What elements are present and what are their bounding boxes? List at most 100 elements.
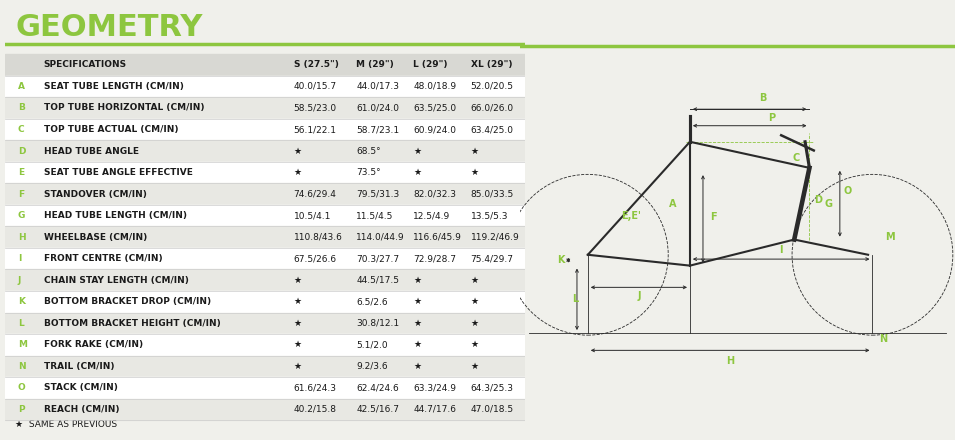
Text: 119.2/46.9: 119.2/46.9 xyxy=(471,233,520,242)
Text: ★: ★ xyxy=(414,340,421,349)
Text: ★: ★ xyxy=(471,362,478,371)
Bar xyxy=(5,399,525,420)
Text: E: E xyxy=(18,168,24,177)
Text: F: F xyxy=(18,190,24,198)
Text: 56.1/22.1: 56.1/22.1 xyxy=(293,125,337,134)
Text: 10.5/4.1: 10.5/4.1 xyxy=(293,211,331,220)
Text: 62.4/24.6: 62.4/24.6 xyxy=(356,383,399,392)
Text: ★: ★ xyxy=(414,362,421,371)
Text: 11.5/4.5: 11.5/4.5 xyxy=(356,211,393,220)
Text: I: I xyxy=(779,245,783,255)
Bar xyxy=(5,334,525,356)
Text: M: M xyxy=(885,232,895,242)
Text: 9.2/3.6: 9.2/3.6 xyxy=(356,362,388,371)
Text: ★: ★ xyxy=(414,276,421,285)
Text: 61.6/24.3: 61.6/24.3 xyxy=(293,383,337,392)
Text: 44.5/17.5: 44.5/17.5 xyxy=(356,276,399,285)
Text: 12.5/4.9: 12.5/4.9 xyxy=(414,211,451,220)
Text: BOTTOM BRACKET HEIGHT (CM/IN): BOTTOM BRACKET HEIGHT (CM/IN) xyxy=(44,319,221,328)
Text: 44.7/17.6: 44.7/17.6 xyxy=(414,405,456,414)
Text: HEAD TUBE LENGTH (CM/IN): HEAD TUBE LENGTH (CM/IN) xyxy=(44,211,187,220)
Text: 70.3/27.7: 70.3/27.7 xyxy=(356,254,399,263)
Text: ★: ★ xyxy=(293,340,302,349)
Text: 48.0/18.9: 48.0/18.9 xyxy=(414,82,456,91)
Text: F: F xyxy=(711,212,717,222)
Text: M: M xyxy=(18,340,27,349)
Text: ★: ★ xyxy=(471,319,478,328)
Bar xyxy=(5,377,525,399)
Text: 63.3/24.9: 63.3/24.9 xyxy=(414,383,456,392)
Text: ★: ★ xyxy=(414,147,421,156)
Text: 42.5/16.7: 42.5/16.7 xyxy=(356,405,399,414)
Text: 58.7/23.1: 58.7/23.1 xyxy=(356,125,399,134)
Text: ★: ★ xyxy=(293,147,302,156)
Text: P: P xyxy=(18,405,25,414)
Bar xyxy=(5,312,525,334)
Text: WHEELBASE (CM/IN): WHEELBASE (CM/IN) xyxy=(44,233,147,242)
Text: 79.5/31.3: 79.5/31.3 xyxy=(356,190,399,198)
Text: 114.0/44.9: 114.0/44.9 xyxy=(356,233,405,242)
Bar xyxy=(5,162,525,183)
Text: B: B xyxy=(759,93,767,103)
Text: J: J xyxy=(18,276,21,285)
Text: TOP TUBE HORIZONTAL (CM/IN): TOP TUBE HORIZONTAL (CM/IN) xyxy=(44,103,204,113)
Text: SEAT TUBE LENGTH (CM/IN): SEAT TUBE LENGTH (CM/IN) xyxy=(44,82,183,91)
Text: G: G xyxy=(18,211,25,220)
Text: 110.8/43.6: 110.8/43.6 xyxy=(293,233,343,242)
Text: TOP TUBE ACTUAL (CM/IN): TOP TUBE ACTUAL (CM/IN) xyxy=(44,125,179,134)
Text: SEAT TUBE ANGLE EFFECTIVE: SEAT TUBE ANGLE EFFECTIVE xyxy=(44,168,193,177)
Text: 74.6/29.4: 74.6/29.4 xyxy=(293,190,336,198)
Text: ★: ★ xyxy=(471,147,478,156)
Text: 68.5°: 68.5° xyxy=(356,147,381,156)
Text: SPECIFICATIONS: SPECIFICATIONS xyxy=(44,60,127,69)
Bar xyxy=(5,54,525,76)
Text: ★: ★ xyxy=(471,276,478,285)
Text: 47.0/18.5: 47.0/18.5 xyxy=(471,405,514,414)
Text: A: A xyxy=(668,199,676,209)
Bar xyxy=(5,227,525,248)
Bar xyxy=(5,269,525,291)
Text: 61.0/24.0: 61.0/24.0 xyxy=(356,103,399,113)
Text: 58.5/23.0: 58.5/23.0 xyxy=(293,103,337,113)
Text: B: B xyxy=(18,103,25,113)
Text: XL (29"): XL (29") xyxy=(471,60,512,69)
Text: L: L xyxy=(18,319,24,328)
Text: STANDOVER (CM/IN): STANDOVER (CM/IN) xyxy=(44,190,147,198)
Text: O: O xyxy=(18,383,26,392)
Text: ★: ★ xyxy=(293,276,302,285)
Bar xyxy=(5,183,525,205)
Bar xyxy=(5,356,525,377)
Text: 72.9/28.7: 72.9/28.7 xyxy=(414,254,456,263)
Text: ★: ★ xyxy=(471,340,478,349)
Text: N: N xyxy=(880,334,887,345)
Text: 52.0/20.5: 52.0/20.5 xyxy=(471,82,514,91)
Text: 63.4/25.0: 63.4/25.0 xyxy=(471,125,514,134)
Text: L: L xyxy=(572,294,578,304)
Text: CHAIN STAY LENGTH (CM/IN): CHAIN STAY LENGTH (CM/IN) xyxy=(44,276,189,285)
Text: I: I xyxy=(18,254,21,263)
Text: ★: ★ xyxy=(293,297,302,306)
Text: E,E': E,E' xyxy=(622,211,641,220)
Text: ★: ★ xyxy=(414,297,421,306)
Text: REACH (CM/IN): REACH (CM/IN) xyxy=(44,405,119,414)
Text: 60.9/24.0: 60.9/24.0 xyxy=(414,125,456,134)
Text: 44.0/17.3: 44.0/17.3 xyxy=(356,82,399,91)
Text: 63.5/25.0: 63.5/25.0 xyxy=(414,103,456,113)
Text: ★: ★ xyxy=(471,168,478,177)
Text: D: D xyxy=(814,195,822,205)
Text: FORK RAKE (CM/IN): FORK RAKE (CM/IN) xyxy=(44,340,143,349)
Bar xyxy=(5,76,525,97)
Text: GEOMETRY: GEOMETRY xyxy=(15,13,202,42)
Text: J: J xyxy=(637,291,641,301)
Text: H: H xyxy=(726,356,734,366)
Text: 5.1/2.0: 5.1/2.0 xyxy=(356,340,388,349)
Text: ★: ★ xyxy=(293,168,302,177)
Text: H: H xyxy=(18,233,26,242)
Text: N: N xyxy=(18,362,26,371)
Bar xyxy=(5,140,525,162)
Text: 6.5/2.6: 6.5/2.6 xyxy=(356,297,388,306)
Text: FRONT CENTRE (CM/IN): FRONT CENTRE (CM/IN) xyxy=(44,254,162,263)
Bar xyxy=(5,291,525,312)
Bar xyxy=(5,119,525,140)
Bar xyxy=(5,205,525,227)
